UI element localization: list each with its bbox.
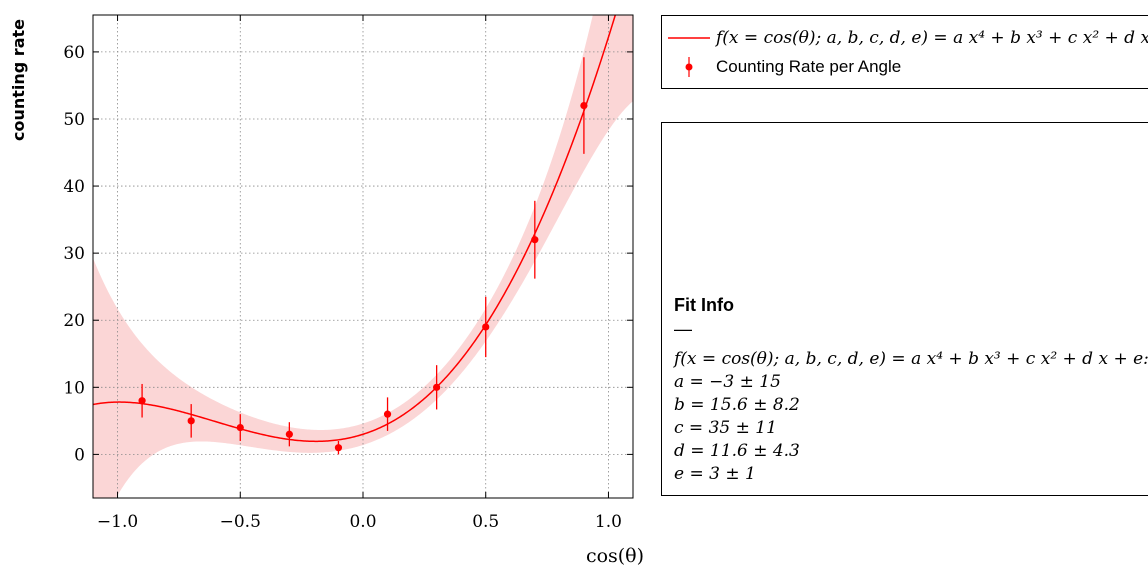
chart-plot: −1.0 −0.5 0.0 0.5 1.0 0 10 20 30 40 50 60 counting …	[9, 14, 644, 567]
data-points-layer	[138, 57, 588, 455]
legend-item-data: Counting Rate per Angle	[662, 53, 901, 81]
fit-param-d: d = 11.6 ± 4.3	[674, 441, 800, 461]
y-tick-label: 50	[63, 110, 85, 130]
legend-label-data: Counting Rate per Angle	[716, 57, 902, 76]
y-tick-label: 0	[74, 445, 85, 465]
data-marker	[285, 430, 293, 438]
y-tick-label: 20	[63, 311, 85, 331]
fit-param-b: b = 15.6 ± 8.2	[674, 395, 800, 415]
data-marker	[531, 236, 539, 244]
confidence-band	[93, 15, 633, 498]
data-point	[138, 383, 146, 418]
grid-layer	[93, 15, 633, 498]
data-point	[482, 296, 490, 358]
x-tick-label: 1.0	[595, 512, 622, 532]
y-tick-label: 10	[63, 378, 85, 398]
legend-label-fit: f(x = cos(θ); a, b, c, d, e) = a x⁴ + b …	[716, 28, 1148, 48]
fit-param-e: e = 3 ± 1	[674, 464, 756, 484]
fit-info-separator: —	[674, 319, 692, 339]
data-point	[334, 440, 343, 455]
x-axis-label: cos(θ)	[586, 545, 644, 567]
y-tick-label: 60	[63, 43, 85, 63]
data-point	[285, 422, 293, 447]
data-point	[236, 414, 244, 441]
data-point	[433, 365, 441, 410]
data-point	[580, 57, 588, 154]
y-tick-label: 30	[63, 244, 85, 264]
data-marker	[482, 323, 490, 331]
data-marker	[580, 101, 588, 110]
data-marker	[187, 417, 195, 425]
fit-info-function: f(x = cos(θ); a, b, c, d, e) = a x⁴ + b …	[674, 349, 1148, 369]
x-tick-label: −0.5	[220, 512, 261, 532]
y-tick-label: 40	[63, 177, 85, 197]
data-marker	[334, 444, 343, 452]
fit-line-swatch	[668, 37, 710, 39]
errorbar-marker-swatch	[685, 57, 693, 77]
fit-param-c: c = 35 ± 11	[674, 418, 777, 438]
data-point	[531, 200, 539, 279]
fit-param-a: a = −3 ± 15	[674, 372, 781, 392]
fit-curve-layer	[93, 15, 617, 443]
fit-curve	[93, 15, 617, 443]
data-point	[383, 397, 392, 431]
confidence-band-layer	[93, 15, 633, 498]
fit-info-title: Fit Info	[674, 295, 734, 315]
y-axis-label: counting rate	[9, 19, 28, 141]
legend-item-fit: f(x = cos(θ); a, b, c, d, e) = a x⁴ + b …	[662, 24, 1148, 52]
legend: f(x = cos(θ); a, b, c, d, e) = a x⁴ + b …	[661, 15, 1148, 89]
data-marker	[236, 423, 244, 432]
fit-info-box: Fit Info — f(x = cos(θ); a, b, c, d, e) …	[661, 122, 1148, 496]
data-marker	[383, 410, 392, 418]
ticks-layer: −1.0 −0.5 0.0 0.5 1.0 0 10 20 30 40 50 60	[63, 15, 633, 532]
data-marker	[138, 397, 146, 405]
data-marker	[433, 383, 441, 391]
data-point	[187, 404, 195, 438]
x-tick-label: 0.5	[472, 512, 499, 532]
x-tick-label: 0.0	[349, 512, 376, 532]
x-tick-label: −1.0	[97, 512, 138, 532]
